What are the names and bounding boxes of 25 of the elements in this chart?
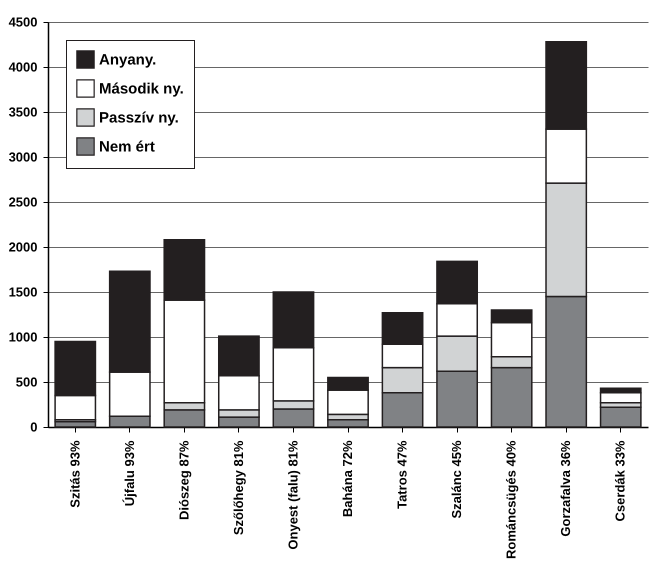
y-tick-label: 0 xyxy=(30,420,38,434)
x-tick-label: Gorzafalva 36% xyxy=(558,440,574,537)
x-tick-label: Diószeg 87% xyxy=(176,440,192,520)
x-tick-label: Bahána 72% xyxy=(340,440,355,518)
x-tick-label: Szalánc 45% xyxy=(449,440,464,519)
x-tick-label: Szőlőhegy 81% xyxy=(230,440,246,536)
y-tick-label: 3500 xyxy=(8,104,38,120)
y-tick-label: 4500 xyxy=(8,14,38,30)
y-tick-label: 4000 xyxy=(8,60,38,74)
legend-label: Nem ért xyxy=(99,138,155,156)
legend-label: Anyany. xyxy=(99,52,156,68)
y-tick-label: 500 xyxy=(16,374,38,390)
y-tick-label: 1000 xyxy=(8,330,38,344)
y-tick-label: 2000 xyxy=(8,240,38,254)
x-tick-label: Cserdák 33% xyxy=(612,440,628,522)
legend-label: Passzív ny. xyxy=(99,110,179,126)
x-tick-label: Szitás 93% xyxy=(67,440,82,508)
x-tick-label: Románcsügés 40% xyxy=(504,440,519,559)
x-tick-label: Újfalu 93% xyxy=(122,440,137,506)
y-tick-label: 1500 xyxy=(8,284,38,300)
y-tick-label: 2500 xyxy=(8,194,38,210)
x-tick-label: Onyest (falu) 81% xyxy=(285,440,300,550)
legend-label: Második ny. xyxy=(99,80,184,98)
y-tick-label: 3000 xyxy=(8,150,38,164)
x-tick-label: Tatros 47% xyxy=(394,440,410,509)
